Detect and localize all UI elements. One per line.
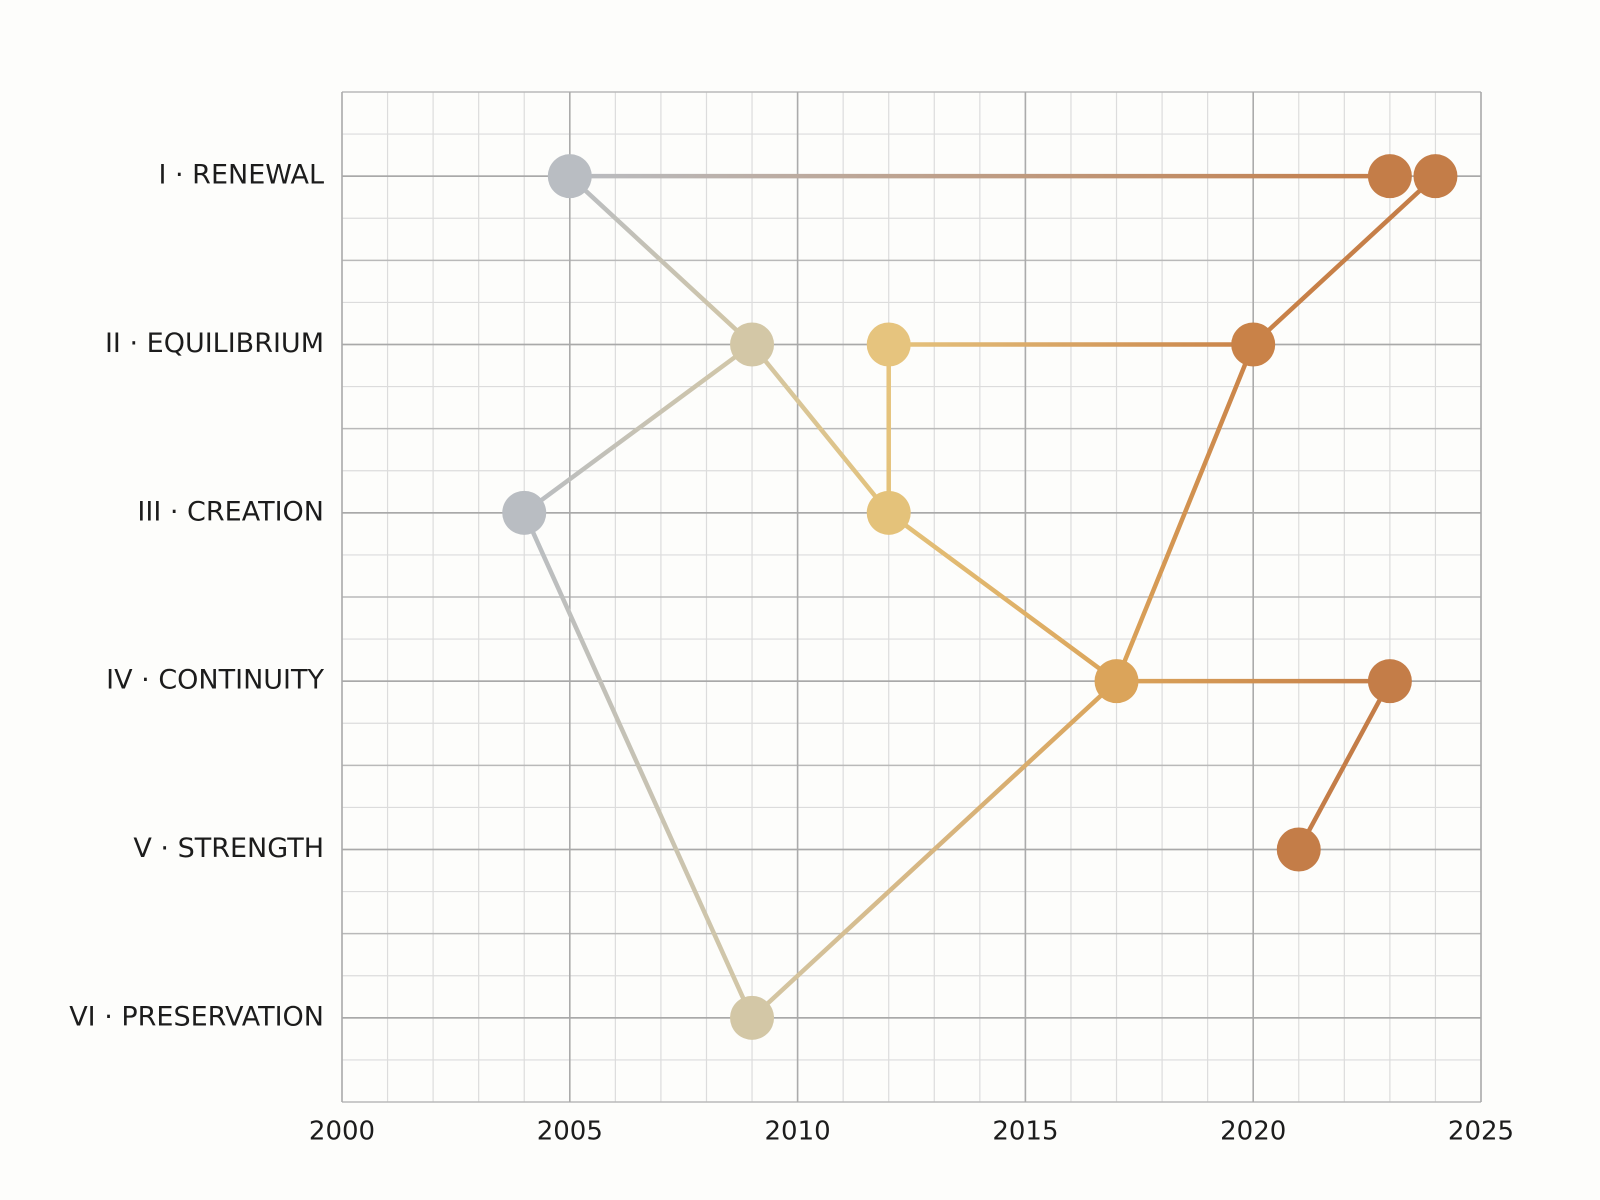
y-category-label: V · STRENGTH xyxy=(133,833,324,864)
node xyxy=(1094,659,1139,704)
y-category-label: I · RENEWAL xyxy=(158,160,324,191)
edges xyxy=(521,173,1438,1021)
y-category-label: II · EQUILIBRIUM xyxy=(105,328,324,359)
edge xyxy=(1296,678,1393,852)
node xyxy=(1413,154,1458,199)
node xyxy=(730,995,775,1040)
y-category-label: III · CREATION xyxy=(137,496,324,527)
grid xyxy=(341,91,1482,1103)
nodes xyxy=(502,154,1458,1040)
node xyxy=(1276,827,1321,872)
node xyxy=(866,322,911,367)
edge xyxy=(1250,173,1438,347)
edge xyxy=(567,173,755,347)
edge xyxy=(521,510,755,1021)
x-tick-label: 2015 xyxy=(992,1117,1058,1147)
labels: 2000 2005 2010 2015 2020 2025 I · RENEWAL II · … xyxy=(69,160,1514,1147)
edge xyxy=(521,342,755,516)
node xyxy=(547,154,592,199)
node xyxy=(1367,154,1412,199)
y-category-label: IV · CONTINUITY xyxy=(106,665,324,696)
x-tick-label: 2020 xyxy=(1220,1117,1286,1147)
y-category-label: VI · PRESERVATION xyxy=(69,1001,324,1032)
x-tick-label: 2005 xyxy=(537,1117,603,1147)
edge xyxy=(886,510,1119,684)
node xyxy=(866,490,911,535)
node xyxy=(730,322,775,367)
node xyxy=(1231,322,1276,367)
node xyxy=(1367,659,1412,704)
x-tick-label: 2010 xyxy=(765,1117,831,1147)
x-tick-label: 2025 xyxy=(1448,1117,1514,1147)
x-tick-label: 2000 xyxy=(309,1117,375,1147)
edge xyxy=(1114,342,1256,684)
edge xyxy=(749,342,891,516)
node xyxy=(502,490,547,535)
edge xyxy=(749,678,1119,1021)
